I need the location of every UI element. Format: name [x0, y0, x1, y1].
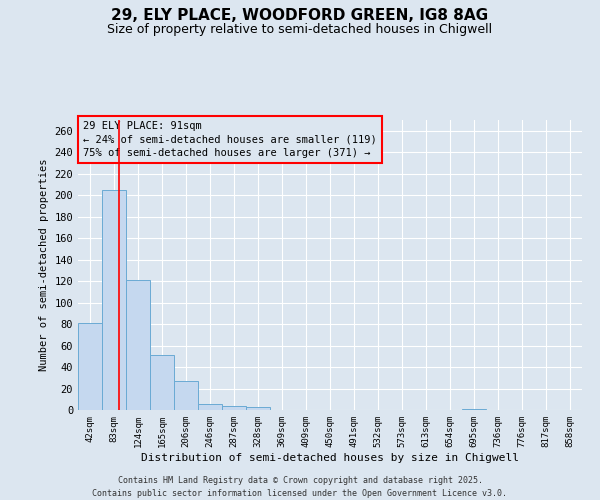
X-axis label: Distribution of semi-detached houses by size in Chigwell: Distribution of semi-detached houses by …	[141, 452, 519, 462]
Bar	[462, 409, 486, 410]
Bar	[174, 381, 198, 410]
Bar	[222, 406, 246, 410]
Bar	[126, 280, 150, 410]
Text: Contains HM Land Registry data © Crown copyright and database right 2025.
Contai: Contains HM Land Registry data © Crown c…	[92, 476, 508, 498]
Bar	[150, 355, 174, 410]
Y-axis label: Number of semi-detached properties: Number of semi-detached properties	[39, 159, 49, 371]
Bar	[102, 190, 126, 410]
Bar	[246, 407, 270, 410]
Bar	[78, 323, 102, 410]
Bar	[198, 404, 222, 410]
Text: 29, ELY PLACE, WOODFORD GREEN, IG8 8AG: 29, ELY PLACE, WOODFORD GREEN, IG8 8AG	[112, 8, 488, 22]
Text: Size of property relative to semi-detached houses in Chigwell: Size of property relative to semi-detach…	[107, 22, 493, 36]
Text: 29 ELY PLACE: 91sqm
← 24% of semi-detached houses are smaller (119)
75% of semi-: 29 ELY PLACE: 91sqm ← 24% of semi-detach…	[83, 122, 377, 158]
